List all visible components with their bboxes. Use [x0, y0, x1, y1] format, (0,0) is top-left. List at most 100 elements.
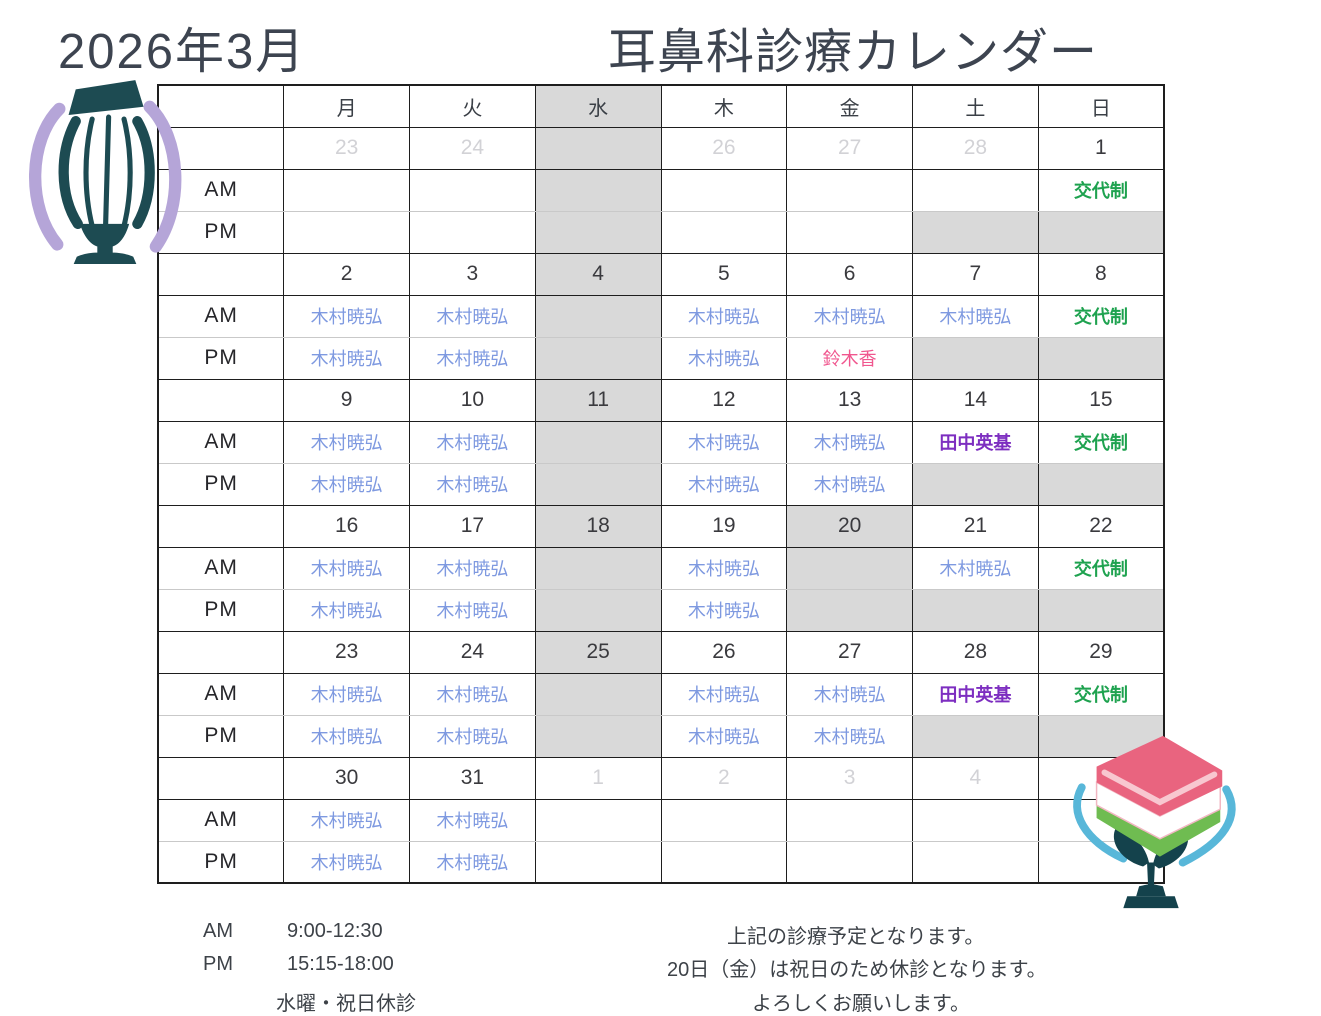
pm-cell	[534, 714, 662, 758]
am-cell: 木村暁弘	[660, 672, 788, 716]
am-row-label: AM	[157, 546, 285, 590]
date-cell: 29	[1037, 630, 1165, 674]
am-row-label: AM	[157, 168, 285, 212]
date-cell: 14	[912, 378, 1039, 422]
am-cell	[660, 798, 788, 842]
date-cell: 4	[912, 756, 1039, 800]
pm-cell: 鈴木香	[786, 336, 913, 380]
am-cell: 木村暁弘	[912, 294, 1039, 338]
footer-closed-note: 水曜・祝日休診	[276, 993, 416, 1015]
pm-row-label: PM	[157, 588, 285, 632]
pm-row-label: PM	[157, 714, 285, 758]
am-cell: 木村暁弘	[660, 546, 788, 590]
footer-note-1: 上記の診療予定となります。	[727, 926, 985, 948]
am-cell: 木村暁弘	[786, 420, 913, 464]
week-1-label-spacer	[157, 252, 285, 296]
am-cell	[534, 672, 662, 716]
date-cell: 27	[786, 630, 913, 674]
pm-cell	[912, 714, 1039, 758]
date-cell: 23	[283, 630, 410, 674]
footer-am-label: AM	[203, 920, 233, 942]
date-cell: 7	[912, 252, 1039, 296]
day-header-0: 月	[283, 84, 410, 128]
week-5-label-spacer	[157, 756, 285, 800]
pm-cell: 木村暁弘	[283, 714, 410, 758]
pm-cell	[283, 210, 410, 254]
footer-note-3: よろしくお願いします。	[752, 993, 970, 1015]
pm-cell	[786, 210, 913, 254]
date-cell: 11	[534, 378, 662, 422]
date-cell: 3	[786, 756, 913, 800]
pm-row-label: PM	[157, 336, 285, 380]
date-cell: 12	[660, 378, 788, 422]
pm-cell: 木村暁弘	[409, 588, 536, 632]
am-cell	[786, 546, 913, 590]
date-cell: 24	[409, 630, 536, 674]
pm-cell	[1037, 840, 1165, 884]
pm-cell	[786, 840, 913, 884]
date-cell: 19	[660, 504, 788, 548]
pm-cell	[1037, 588, 1165, 632]
week-3-label-spacer	[157, 504, 285, 548]
am-cell	[534, 420, 662, 464]
am-cell: 木村暁弘	[283, 546, 410, 590]
am-cell: 交代制	[1037, 168, 1165, 212]
pm-cell	[660, 210, 788, 254]
day-header-1: 火	[409, 84, 536, 128]
date-cell: 13	[786, 378, 913, 422]
footer-am-hours: 9:00-12:30	[287, 920, 383, 942]
footer-note-2: 20日（金）は祝日のため休診となります。	[667, 959, 1047, 981]
am-cell	[1037, 798, 1165, 842]
pm-cell	[1037, 336, 1165, 380]
am-cell: 木村暁弘	[660, 294, 788, 338]
date-cell: 23	[283, 126, 410, 170]
footer-pm-hours: 15:15-18:00	[287, 953, 394, 975]
am-cell: 木村暁弘	[786, 294, 913, 338]
pm-cell: 木村暁弘	[283, 336, 410, 380]
am-cell: 田中英基	[912, 672, 1039, 716]
date-cell: 2	[283, 252, 410, 296]
pm-row-label: PM	[157, 840, 285, 884]
am-cell: 木村暁弘	[283, 798, 410, 842]
pm-cell	[912, 588, 1039, 632]
date-cell: 15	[1037, 378, 1165, 422]
pm-cell	[534, 462, 662, 506]
am-row-label: AM	[157, 672, 285, 716]
pm-cell: 木村暁弘	[660, 588, 788, 632]
date-cell: 17	[409, 504, 536, 548]
am-cell	[283, 168, 410, 212]
am-cell: 木村暁弘	[409, 294, 536, 338]
am-cell: 木村暁弘	[660, 420, 788, 464]
pm-cell: 木村暁弘	[283, 588, 410, 632]
day-header-3: 木	[660, 84, 788, 128]
am-cell: 木村暁弘	[409, 672, 536, 716]
date-cell	[1037, 756, 1165, 800]
date-cell: 30	[283, 756, 410, 800]
date-cell: 5	[660, 252, 788, 296]
am-cell: 木村暁弘	[283, 420, 410, 464]
corner-cell	[157, 84, 285, 128]
am-row-label: AM	[157, 798, 285, 842]
date-cell: 27	[786, 126, 913, 170]
page-title-month: 2026年3月	[58, 25, 307, 79]
pm-row-label: PM	[157, 462, 285, 506]
pm-cell: 木村暁弘	[409, 462, 536, 506]
am-row-label: AM	[157, 294, 285, 338]
am-cell: 田中英基	[912, 420, 1039, 464]
date-cell: 3	[409, 252, 536, 296]
pm-cell	[534, 840, 662, 884]
pm-cell: 木村暁弘	[283, 462, 410, 506]
am-cell: 交代制	[1037, 546, 1165, 590]
pm-cell	[534, 336, 662, 380]
date-cell: 26	[660, 126, 788, 170]
date-cell: 26	[660, 630, 788, 674]
date-cell: 6	[786, 252, 913, 296]
pm-cell	[1037, 210, 1165, 254]
date-cell: 1	[534, 756, 662, 800]
am-cell: 交代制	[1037, 420, 1165, 464]
date-cell: 22	[1037, 504, 1165, 548]
week-4-label-spacer	[157, 630, 285, 674]
am-cell: 木村暁弘	[912, 546, 1039, 590]
am-cell: 交代制	[1037, 294, 1165, 338]
day-header-4: 金	[786, 84, 913, 128]
